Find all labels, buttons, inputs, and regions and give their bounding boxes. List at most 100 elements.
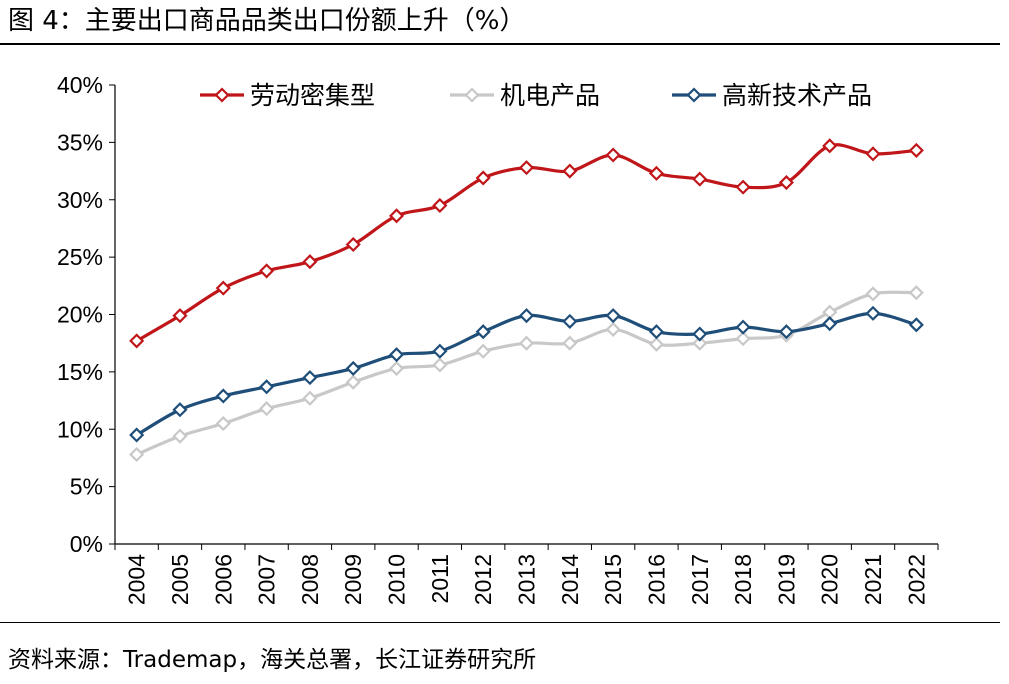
y-tick-label: 15% bbox=[57, 359, 103, 385]
x-tick-label: 2006 bbox=[210, 554, 236, 605]
y-tick-label: 0% bbox=[70, 531, 103, 557]
legend-label: 机电产品 bbox=[500, 81, 600, 110]
data-point-marker bbox=[129, 333, 145, 349]
data-point-marker bbox=[259, 401, 275, 417]
data-point-marker bbox=[302, 370, 318, 386]
legend-item-2: 机电产品 bbox=[450, 81, 600, 110]
data-point-marker bbox=[259, 263, 275, 279]
x-tick-label: 2014 bbox=[557, 554, 583, 605]
title-rule bbox=[0, 43, 1000, 45]
x-tick-label: 2022 bbox=[903, 554, 929, 605]
legend-marker bbox=[464, 87, 480, 103]
data-point-marker bbox=[475, 170, 491, 186]
data-point-marker bbox=[432, 357, 448, 373]
x-tick-label: 2019 bbox=[773, 554, 799, 605]
x-tick-label: 2021 bbox=[860, 554, 886, 605]
data-point-marker bbox=[215, 280, 231, 296]
x-tick-label: 2007 bbox=[254, 554, 280, 605]
data-point-marker bbox=[692, 326, 708, 342]
data-point-marker bbox=[302, 390, 318, 406]
data-point-marker bbox=[605, 308, 621, 324]
legend-marker bbox=[686, 87, 702, 103]
legend-item-1: 劳动密集型 bbox=[200, 81, 375, 110]
data-point-marker bbox=[259, 379, 275, 395]
chart-legend: 劳动密集型 机电产品 高新技术产品 bbox=[200, 81, 872, 110]
y-tick-label: 40% bbox=[57, 72, 103, 98]
data-point-marker bbox=[692, 335, 708, 351]
data-point-marker bbox=[475, 343, 491, 359]
series-1 bbox=[129, 138, 924, 349]
data-point-marker bbox=[778, 174, 794, 191]
data-point-marker bbox=[735, 331, 751, 347]
data-point-marker bbox=[735, 179, 751, 195]
data-point-marker bbox=[908, 142, 924, 158]
data-point-marker bbox=[345, 236, 361, 253]
data-point-marker bbox=[908, 317, 924, 333]
source-note: 资料来源：Trademap，海关总署，长江证券研究所 bbox=[8, 647, 537, 673]
x-tick-label: 2004 bbox=[124, 554, 150, 605]
data-point-marker bbox=[215, 415, 231, 432]
y-tick-label: 10% bbox=[57, 416, 103, 442]
data-point-marker bbox=[388, 347, 405, 363]
data-point-marker bbox=[778, 324, 794, 340]
x-tick-label: 2015 bbox=[600, 554, 626, 605]
data-point-marker bbox=[172, 402, 188, 418]
data-point-marker bbox=[518, 335, 535, 351]
data-point-marker bbox=[562, 163, 578, 179]
data-point-marker bbox=[822, 316, 838, 332]
y-tick-label: 30% bbox=[57, 187, 103, 213]
y-tick-label: 5% bbox=[70, 474, 103, 500]
x-tick-label: 2010 bbox=[384, 554, 410, 605]
data-point-marker bbox=[345, 360, 361, 376]
chart-axes: 0% 5% 10% 15% 20% 25% 30% 35% 40% 2004 2005 2006 200… bbox=[57, 72, 939, 605]
figure-title: 图 4：主要出口商品品类出口份额上升（%） bbox=[8, 6, 526, 36]
data-point-marker bbox=[172, 308, 188, 324]
data-point-marker bbox=[648, 165, 665, 181]
data-point-marker bbox=[172, 428, 188, 444]
y-tick-label: 25% bbox=[57, 244, 103, 270]
data-point-marker bbox=[302, 254, 318, 270]
source-rule bbox=[0, 622, 1000, 623]
series-3 bbox=[129, 305, 924, 443]
x-tick-label: 2005 bbox=[167, 554, 193, 605]
data-point-marker bbox=[692, 171, 708, 187]
y-tick-label: 35% bbox=[57, 129, 103, 155]
x-tick-label: 2020 bbox=[817, 554, 843, 605]
data-point-marker bbox=[518, 160, 535, 176]
data-point-marker bbox=[215, 388, 231, 404]
data-point-marker bbox=[822, 138, 838, 154]
data-point-marker bbox=[865, 146, 881, 162]
data-point-marker bbox=[129, 446, 145, 463]
data-point-marker bbox=[908, 285, 924, 301]
x-tick-label: 2016 bbox=[643, 554, 669, 605]
chart-series-layer bbox=[129, 138, 924, 463]
legend-label: 劳动密集型 bbox=[250, 81, 375, 110]
data-point-marker bbox=[345, 374, 361, 390]
data-point-marker bbox=[865, 305, 881, 321]
x-tick-label: 2017 bbox=[687, 554, 713, 605]
legend-item-3: 高新技术产品 bbox=[672, 81, 872, 110]
data-point-marker bbox=[518, 308, 535, 324]
x-tick-label: 2018 bbox=[730, 554, 756, 605]
x-tick-label: 2013 bbox=[514, 554, 540, 605]
y-tick-label: 20% bbox=[57, 302, 103, 328]
data-point-marker bbox=[605, 321, 621, 337]
series-line bbox=[135, 311, 918, 437]
data-point-marker bbox=[432, 343, 448, 359]
legend-label: 高新技术产品 bbox=[722, 81, 872, 110]
data-point-marker bbox=[562, 313, 578, 329]
data-point-marker bbox=[648, 324, 665, 340]
x-tick-label: 2011 bbox=[427, 554, 453, 603]
data-point-marker bbox=[388, 208, 405, 224]
data-point-marker bbox=[735, 319, 751, 335]
series-2 bbox=[129, 285, 924, 463]
x-tick-label: 2012 bbox=[470, 554, 496, 605]
data-point-marker bbox=[475, 324, 491, 340]
data-point-marker bbox=[388, 360, 405, 376]
data-point-marker bbox=[865, 286, 881, 302]
data-point-marker bbox=[648, 336, 665, 352]
legend-marker bbox=[214, 87, 230, 103]
x-tick-label: 2008 bbox=[297, 554, 323, 605]
x-tick-label: 2009 bbox=[340, 554, 366, 605]
